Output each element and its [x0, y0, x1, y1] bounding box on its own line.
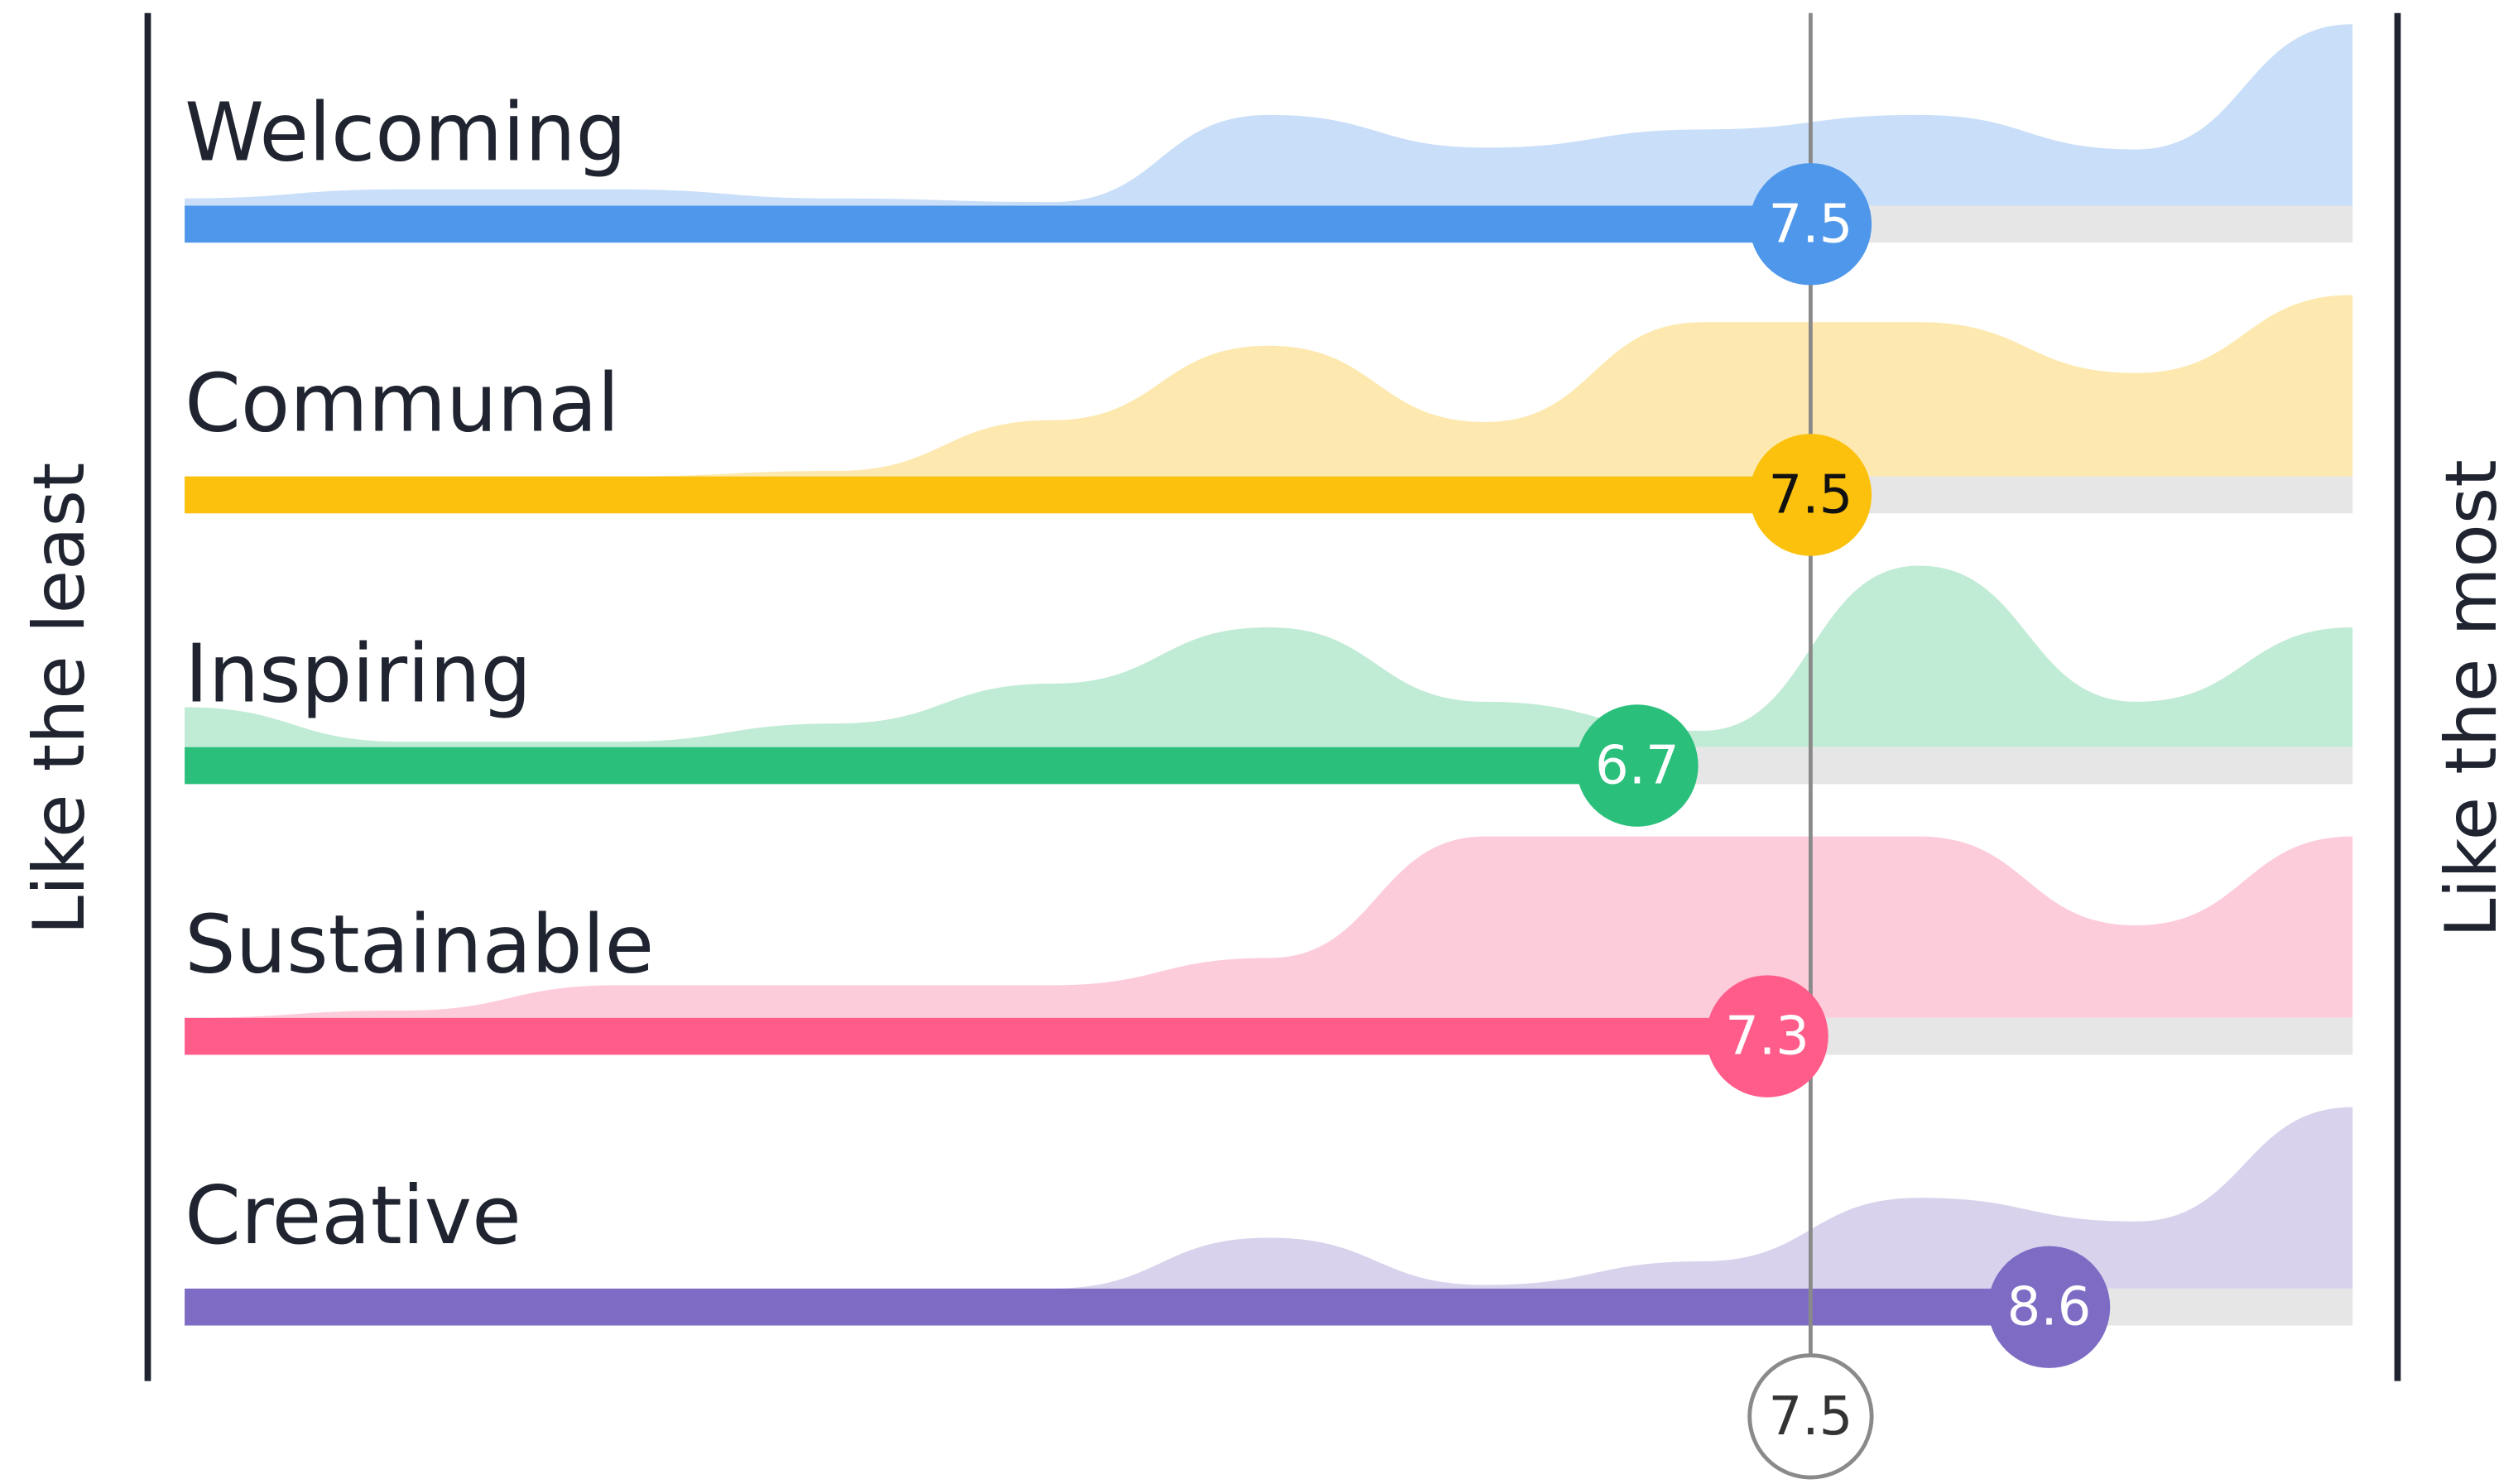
value-label: 7.3 [1725, 1006, 1809, 1068]
reference-bubble [1747, 1353, 1874, 1480]
value-label: 7.5 [1769, 194, 1853, 255]
value-bubble [1749, 163, 1872, 286]
value-bubble [1576, 704, 1699, 827]
value-bubble [1987, 1246, 2111, 1368]
bar [185, 747, 1637, 785]
reference-label: 7.5 [1769, 1386, 1853, 1448]
bar [185, 205, 1811, 243]
value-label: 8.6 [2007, 1277, 2092, 1338]
row-label: Sustainable [185, 898, 654, 992]
row-label: Welcoming [185, 85, 627, 179]
value-label: 7.5 [1769, 464, 1853, 526]
value-bubble [1749, 434, 1872, 556]
row-label: Creative [185, 1169, 521, 1262]
value-label: 6.7 [1595, 735, 1679, 796]
left-label: Like the least [19, 463, 101, 935]
bar [185, 1288, 2049, 1326]
row-label: Inspiring [185, 627, 531, 721]
value-bubble [1706, 975, 1828, 1097]
bar [185, 476, 1811, 514]
bar [185, 1017, 1768, 1055]
right-label: Like the most [2431, 459, 2513, 938]
row-label: Communal [185, 356, 619, 449]
